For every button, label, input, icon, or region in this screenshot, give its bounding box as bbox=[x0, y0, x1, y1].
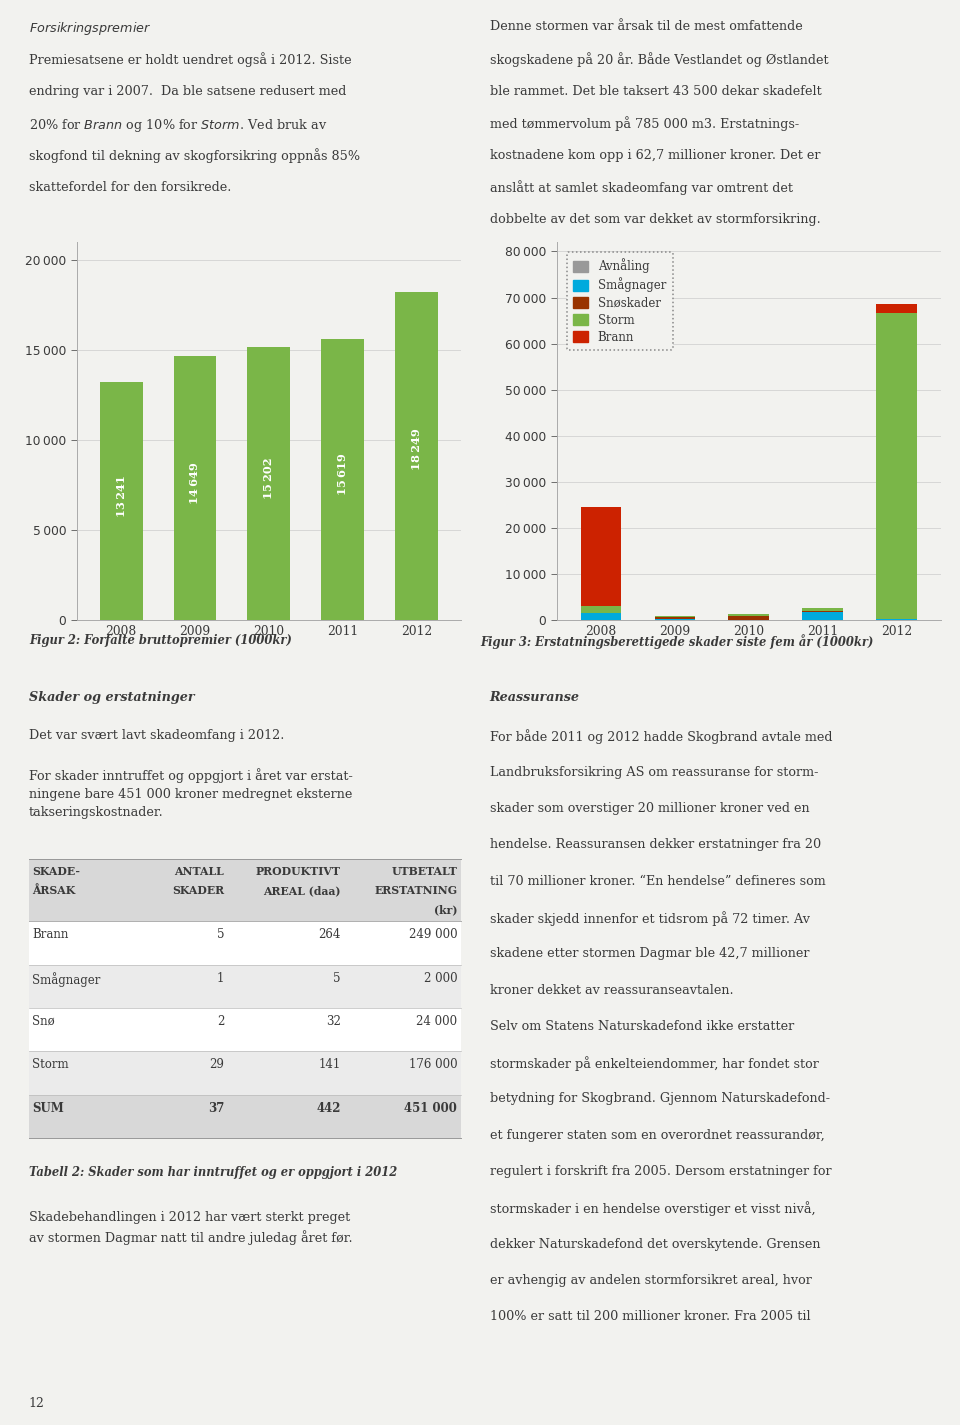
Bar bbox=[248, 346, 290, 620]
Text: kroner dekket av reassuranseavtalen.: kroner dekket av reassuranseavtalen. bbox=[490, 983, 733, 996]
Text: AREAL (daa): AREAL (daa) bbox=[263, 885, 341, 896]
Text: skader skjedd innenfor et tidsrom på 72 timer. Av: skader skjedd innenfor et tidsrom på 72 … bbox=[490, 911, 809, 926]
FancyBboxPatch shape bbox=[29, 858, 461, 922]
Text: Skader og erstatninger: Skader og erstatninger bbox=[29, 691, 195, 704]
Text: 249 000: 249 000 bbox=[409, 929, 457, 942]
Text: ERSTATNING: ERSTATNING bbox=[374, 885, 457, 896]
Text: skadene etter stormen Dagmar ble 42,7 millioner: skadene etter stormen Dagmar ble 42,7 mi… bbox=[490, 948, 809, 960]
Bar bbox=[655, 617, 695, 620]
Bar bbox=[729, 616, 769, 620]
Text: hendelse. Reassuransen dekker erstatninger fra 20: hendelse. Reassuransen dekker erstatning… bbox=[490, 838, 821, 851]
Text: 29: 29 bbox=[209, 1059, 224, 1072]
Text: 12: 12 bbox=[29, 1396, 45, 1411]
Text: 20% for $\it{Brann}$ og 10% for $\it{Storm}$. Ved bruk av: 20% for $\it{Brann}$ og 10% for $\it{Sto… bbox=[29, 117, 327, 134]
Text: 24 000: 24 000 bbox=[417, 1015, 457, 1027]
Text: SKADER: SKADER bbox=[172, 885, 224, 896]
Text: 5: 5 bbox=[333, 972, 341, 985]
Text: dekker Naturskadefond det overskytende. Grensen: dekker Naturskadefond det overskytende. … bbox=[490, 1238, 820, 1251]
Text: 5: 5 bbox=[217, 929, 224, 942]
FancyBboxPatch shape bbox=[29, 1007, 461, 1052]
Text: er avhengig av andelen stormforsikret areal, hvor: er avhengig av andelen stormforsikret ar… bbox=[490, 1274, 811, 1287]
Text: skader som overstiger 20 millioner kroner ved en: skader som overstiger 20 millioner krone… bbox=[490, 802, 809, 815]
FancyBboxPatch shape bbox=[29, 922, 461, 965]
Text: 1: 1 bbox=[217, 972, 224, 985]
Text: stormskader på enkelteiendommer, har fondet stor: stormskader på enkelteiendommer, har fon… bbox=[490, 1056, 819, 1072]
Text: ANTALL: ANTALL bbox=[175, 865, 224, 876]
Text: 32: 32 bbox=[325, 1015, 341, 1027]
Bar bbox=[876, 314, 917, 620]
Text: Smågnager: Smågnager bbox=[33, 972, 101, 986]
Text: For både 2011 og 2012 hadde Skogbrand avtale med: For både 2011 og 2012 hadde Skogbrand av… bbox=[490, 730, 832, 744]
Text: 37: 37 bbox=[207, 1102, 224, 1114]
Text: SUM: SUM bbox=[33, 1102, 64, 1114]
Bar bbox=[655, 616, 695, 617]
Text: Det var svært lavt skadeomfang i 2012.: Det var svært lavt skadeomfang i 2012. bbox=[29, 730, 284, 742]
Text: 2: 2 bbox=[217, 1015, 224, 1027]
Text: med tømmervolum på 785 000 m3. Erstatnings-: med tømmervolum på 785 000 m3. Erstatnin… bbox=[490, 117, 799, 131]
Text: PRODUKTIVT: PRODUKTIVT bbox=[255, 865, 341, 876]
Text: 176 000: 176 000 bbox=[409, 1059, 457, 1072]
FancyBboxPatch shape bbox=[29, 1052, 461, 1094]
Bar bbox=[581, 606, 621, 613]
Text: kostnadene kom opp i 62,7 millioner kroner. Det er: kostnadene kom opp i 62,7 millioner kron… bbox=[490, 148, 820, 161]
Bar bbox=[729, 614, 769, 616]
Text: Landbruksforsikring AS om reassuranse for storm-: Landbruksforsikring AS om reassuranse fo… bbox=[490, 765, 818, 778]
Text: Denne stormen var årsak til de mest omfattende: Denne stormen var årsak til de mest omfa… bbox=[490, 20, 803, 33]
Text: (kr): (kr) bbox=[434, 905, 457, 916]
Text: 18 249: 18 249 bbox=[411, 429, 422, 470]
Text: 141: 141 bbox=[319, 1059, 341, 1072]
Bar bbox=[803, 613, 843, 620]
Text: UTBETALT: UTBETALT bbox=[392, 865, 457, 876]
Text: 451 000: 451 000 bbox=[404, 1102, 457, 1114]
Text: SKADE-: SKADE- bbox=[33, 865, 81, 876]
Text: ÅRSAK: ÅRSAK bbox=[33, 885, 76, 896]
Bar bbox=[100, 382, 142, 620]
Text: 100% er satt til 200 millioner kroner. Fra 2005 til: 100% er satt til 200 millioner kroner. F… bbox=[490, 1311, 810, 1324]
Bar bbox=[876, 304, 917, 314]
Bar bbox=[803, 608, 843, 611]
FancyBboxPatch shape bbox=[29, 965, 461, 1007]
Text: dobbelte av det som var dekket av stormforsikring.: dobbelte av det som var dekket av stormf… bbox=[490, 212, 821, 225]
Text: Premiesatsene er holdt uendret også i 2012. Siste: Premiesatsene er holdt uendret også i 20… bbox=[29, 53, 351, 67]
FancyBboxPatch shape bbox=[29, 1094, 461, 1139]
Text: 264: 264 bbox=[319, 929, 341, 942]
Text: ble rammet. Det ble taksert 43 500 dekar skadefelt: ble rammet. Det ble taksert 43 500 dekar… bbox=[490, 84, 822, 97]
Text: 442: 442 bbox=[316, 1102, 341, 1114]
Text: Selv om Statens Naturskadefond ikke erstatter: Selv om Statens Naturskadefond ikke erst… bbox=[490, 1020, 794, 1033]
Text: skogfond til dekning av skogforsikring oppnås 85%: skogfond til dekning av skogforsikring o… bbox=[29, 148, 360, 164]
Text: 15 619: 15 619 bbox=[337, 453, 348, 494]
Bar bbox=[581, 613, 621, 620]
Text: anslått at samlet skadeomfang var omtrent det: anslått at samlet skadeomfang var omtren… bbox=[490, 181, 793, 195]
Text: For skader inntruffet og oppgjort i året var erstat-
ningene bare 451 000 kroner: For skader inntruffet og oppgjort i året… bbox=[29, 768, 352, 819]
Text: stormskader i en hendelse overstiger et visst nivå,: stormskader i en hendelse overstiger et … bbox=[490, 1201, 815, 1217]
Bar bbox=[322, 339, 364, 620]
Text: et fungerer staten som en overordnet reassurandør,: et fungerer staten som en overordnet rea… bbox=[490, 1129, 825, 1141]
Bar bbox=[581, 507, 621, 606]
Text: skattefordel for den forsikrede.: skattefordel for den forsikrede. bbox=[29, 181, 231, 194]
Bar bbox=[174, 356, 216, 620]
Text: til 70 millioner kroner. “En hendelse” defineres som: til 70 millioner kroner. “En hendelse” d… bbox=[490, 875, 826, 888]
Text: Brann: Brann bbox=[33, 929, 68, 942]
Text: 15 202: 15 202 bbox=[263, 457, 275, 499]
Text: Skadebehandlingen i 2012 har vært sterkt preget
av stormen Dagmar natt til andre: Skadebehandlingen i 2012 har vært sterkt… bbox=[29, 1211, 352, 1245]
Text: skogskadene på 20 år. Både Vestlandet og Østlandet: skogskadene på 20 år. Både Vestlandet og… bbox=[490, 53, 828, 67]
Text: betydning for Skogbrand. Gjennom Naturskadefond-: betydning for Skogbrand. Gjennom Natursk… bbox=[490, 1093, 829, 1106]
Text: Storm: Storm bbox=[33, 1059, 69, 1072]
Text: Reassuranse: Reassuranse bbox=[490, 691, 580, 704]
Text: $\bf{\it{Forsikringspremier}}$: $\bf{\it{Forsikringspremier}}$ bbox=[29, 20, 152, 37]
Text: endring var i 2007.  Da ble satsene redusert med: endring var i 2007. Da ble satsene redus… bbox=[29, 84, 347, 97]
Text: Snø: Snø bbox=[33, 1015, 55, 1027]
Text: 14 649: 14 649 bbox=[189, 462, 201, 504]
Text: Figur 2: Forfalte bruttopremier (1000kr): Figur 2: Forfalte bruttopremier (1000kr) bbox=[29, 634, 292, 647]
Text: 2 000: 2 000 bbox=[423, 972, 457, 985]
Text: 13 241: 13 241 bbox=[115, 475, 127, 517]
Text: Figur 3: Erstatningsberettigede skader siste fem år (1000kr): Figur 3: Erstatningsberettigede skader s… bbox=[480, 634, 874, 648]
Text: regulert i forskrift fra 2005. Dersom erstatninger for: regulert i forskrift fra 2005. Dersom er… bbox=[490, 1166, 831, 1178]
Legend: Avnåling, Smågnager, Snøskader, Storm, Brann: Avnåling, Smågnager, Snøskader, Storm, B… bbox=[566, 252, 673, 351]
Bar bbox=[396, 292, 438, 620]
Text: Tabell 2: Skader som har inntruffet og er oppgjort i 2012: Tabell 2: Skader som har inntruffet og e… bbox=[29, 1166, 397, 1178]
